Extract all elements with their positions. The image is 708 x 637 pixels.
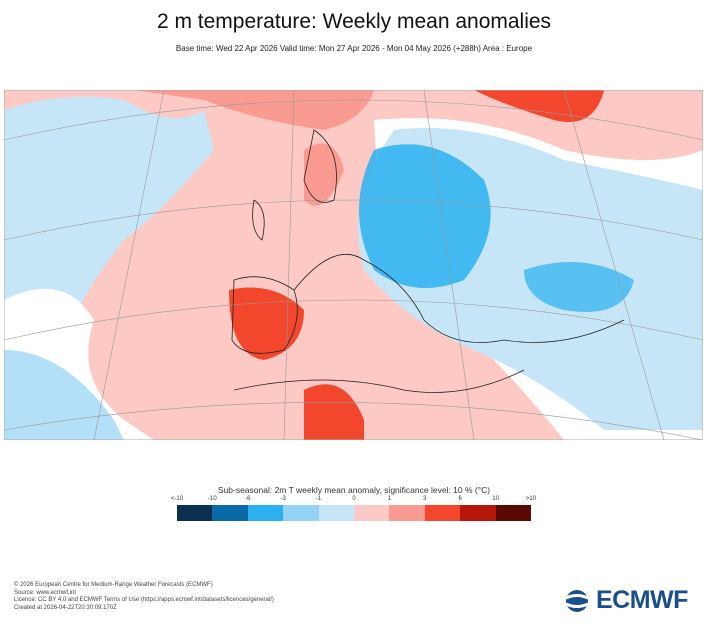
legend-tick-label: <-10 [170, 496, 184, 502]
legend-tick-label: -1 [315, 496, 322, 502]
logo-text: ECMWF [596, 586, 688, 614]
ecmwf-logo: ECMWF [562, 586, 688, 615]
anomaly-map [4, 90, 703, 440]
southwest-cold-area [4, 350, 124, 440]
legend-tick-label: -10 [208, 496, 217, 502]
footer-line: Source: www.ecmwf.int [14, 589, 77, 596]
legend-swatch [247, 505, 284, 521]
legend-tick-label: 0 [352, 496, 356, 502]
legend-swatch [177, 505, 213, 521]
iberia-warm-area [229, 287, 304, 360]
legend-tick-label: 3 [423, 496, 427, 502]
legend-swatch [424, 505, 461, 521]
central-cold-core [359, 144, 491, 288]
footer-line: Licence: CC BY 4.0 and ECMWF Terms of Us… [14, 597, 274, 603]
footer-credits: © 2026 European Centre for Medium-Range … [14, 582, 274, 612]
legend-swatch [354, 505, 390, 521]
footer-line: Created at 2026-04-22T20:30:09.170Z [14, 604, 117, 611]
legend-swatch [389, 505, 425, 521]
legend-tick-label: -3 [280, 496, 286, 502]
north-warm-area [134, 90, 374, 130]
legend-swatch [212, 505, 248, 521]
legend-tick-label: 6 [458, 496, 462, 502]
map-subtitle: Base time: Wed 22 Apr 2026 Valid time: M… [175, 44, 533, 53]
legend-tick-label: 1 [387, 496, 392, 502]
legend-tick-label: >10 [525, 496, 537, 502]
legend-tick-label: -6 [245, 496, 251, 502]
ecmwf-logo-icon [565, 589, 589, 612]
east-cold-core [524, 262, 634, 312]
legend-swatch [460, 505, 496, 521]
siberia-warm-area [474, 90, 604, 122]
legend-title: Sub-seasonal: 2m T weekly mean anomaly, … [217, 485, 491, 495]
sahara-warm-area [304, 384, 364, 440]
legend-tick-label: 10 [492, 496, 499, 502]
legend-swatch [283, 505, 319, 521]
legend-swatch [318, 505, 354, 521]
map-title: 2 m temperature: Weekly mean anomalies [156, 10, 552, 33]
legend-swatch [495, 505, 531, 521]
footer-line: © 2026 European Centre for Medium-Range … [14, 582, 213, 588]
